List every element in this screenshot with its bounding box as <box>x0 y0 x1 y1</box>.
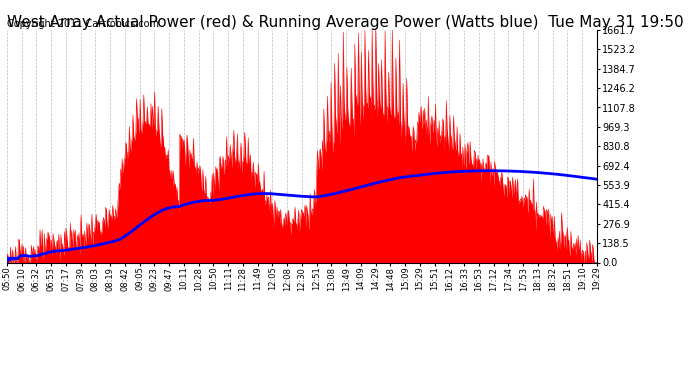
Text: Copyright 2011 Cartronics.com: Copyright 2011 Cartronics.com <box>7 19 159 29</box>
Text: West Array Actual Power (red) & Running Average Power (Watts blue)  Tue May 31 1: West Array Actual Power (red) & Running … <box>7 15 684 30</box>
